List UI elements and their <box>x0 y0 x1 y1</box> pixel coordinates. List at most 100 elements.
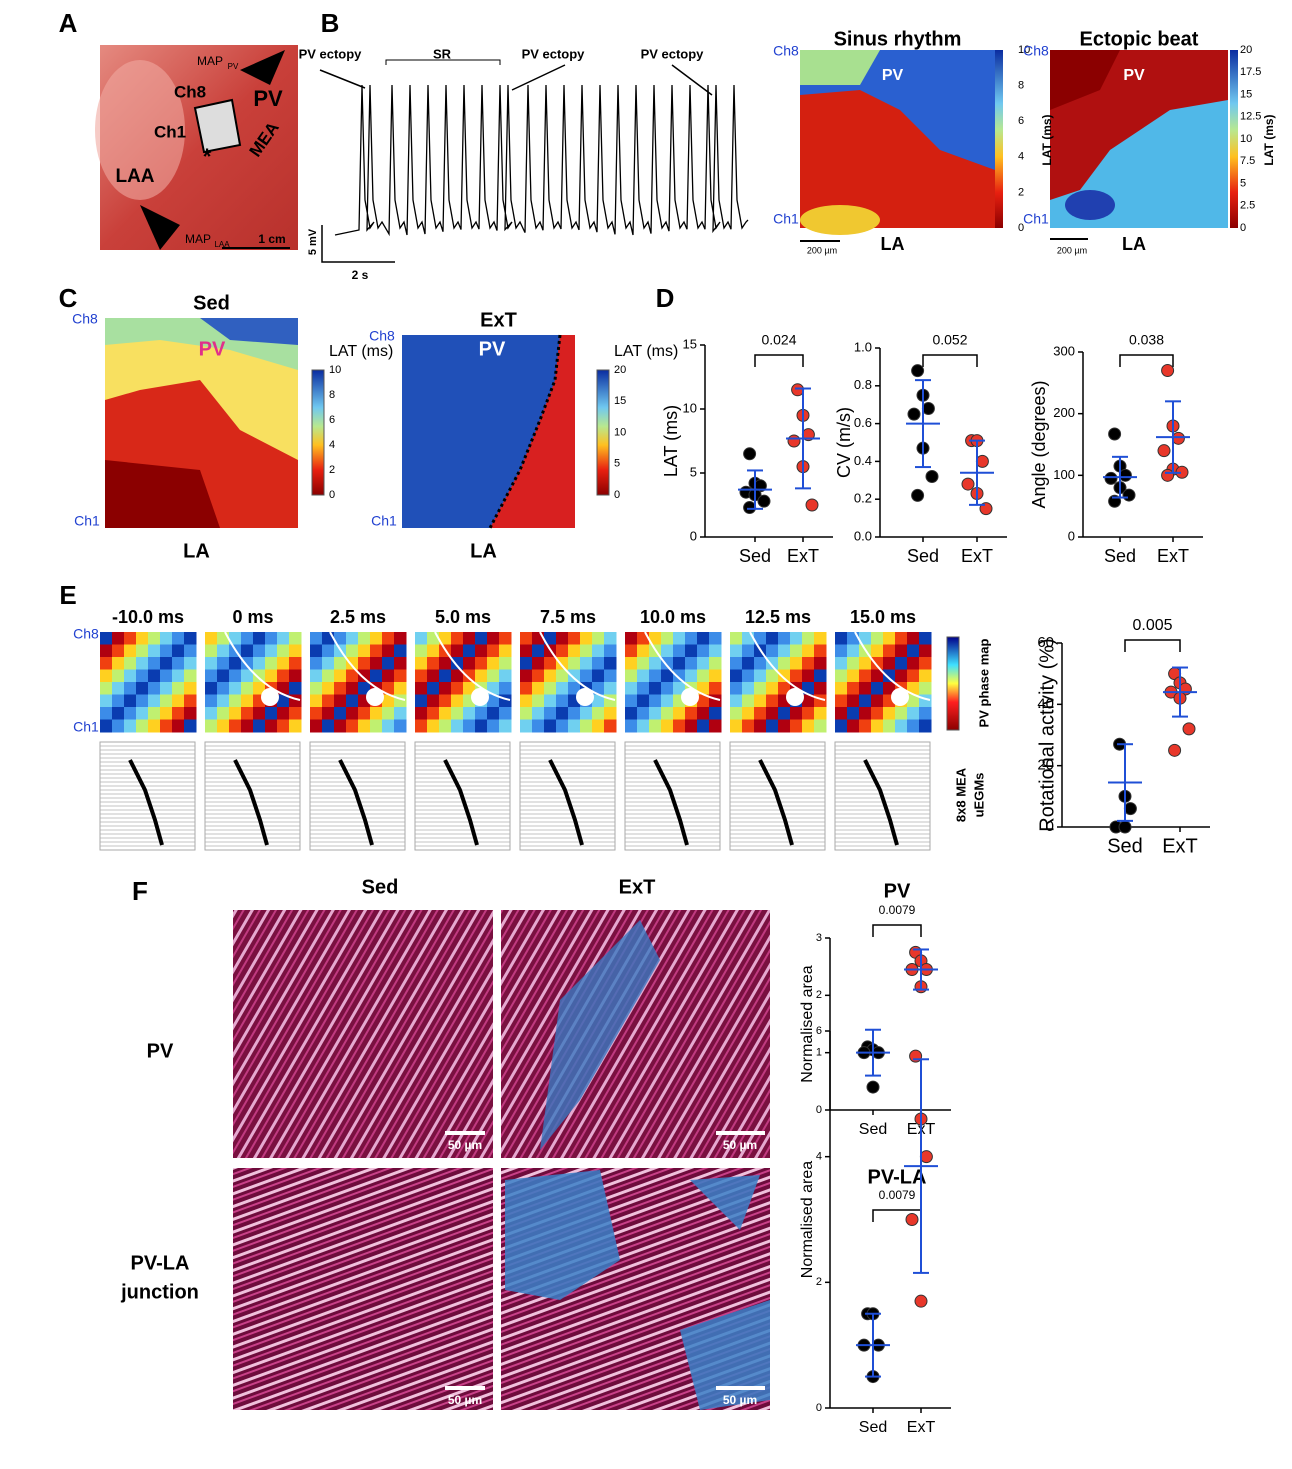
phase-cell <box>172 682 185 695</box>
phase-cell <box>871 669 884 683</box>
phase-cell <box>556 719 569 733</box>
phase-cell <box>334 657 347 670</box>
label: Ch8 <box>773 43 799 59</box>
phase-cell <box>604 644 617 658</box>
phase-cell <box>289 632 302 645</box>
label: 20 <box>614 364 626 376</box>
phase-cell <box>289 682 302 695</box>
phase-cell <box>217 657 230 670</box>
phase-cell <box>475 644 488 658</box>
phase-line <box>224 631 301 701</box>
label: 2.5 <box>1240 200 1255 212</box>
phase-cell <box>241 707 254 720</box>
phase-cell <box>835 707 848 720</box>
label: 0 <box>1018 222 1024 234</box>
x-tick-label: ExT <box>961 546 993 566</box>
label: PV-LA <box>131 1252 190 1274</box>
phase-cell <box>382 632 395 645</box>
phase-cell <box>709 707 722 720</box>
phase-cell <box>649 719 662 733</box>
phase-cell <box>556 707 569 720</box>
phase-cell <box>100 682 113 695</box>
phase-cell <box>205 694 218 708</box>
phase-cell <box>439 669 452 683</box>
phase-cell <box>568 657 581 670</box>
phase-cell <box>649 694 662 708</box>
chart-title: PV <box>884 880 911 902</box>
phase-cell <box>556 632 569 645</box>
label: PV <box>199 338 226 360</box>
phase-cell <box>661 719 674 733</box>
phase-cell <box>172 719 185 733</box>
phase-cell <box>637 694 650 708</box>
label: PV <box>882 67 904 84</box>
phase-cell <box>370 719 383 733</box>
phase-cell <box>754 707 767 720</box>
phase-cell <box>673 632 686 645</box>
phase-cell <box>847 682 860 695</box>
phase-cell <box>673 682 686 695</box>
phase-cell <box>253 719 266 733</box>
phase-cell <box>346 632 359 645</box>
phase-cell <box>778 657 791 670</box>
phase-cell <box>451 669 464 683</box>
phase-cell <box>310 632 323 645</box>
egm-wave <box>443 759 479 846</box>
data-point <box>919 1150 933 1164</box>
phase-cell <box>742 719 755 733</box>
phase-cell <box>289 644 302 658</box>
phase-cell <box>835 682 848 695</box>
phase-cell <box>124 694 137 708</box>
phase-cell <box>463 632 476 645</box>
phase-cell <box>415 694 428 708</box>
phase-cell <box>148 632 161 645</box>
phase-cell <box>604 669 617 683</box>
phase-cell <box>532 682 545 695</box>
phase-cell <box>697 644 710 658</box>
phase-cell <box>148 644 161 658</box>
phase-cell <box>847 719 860 733</box>
phase-cell <box>742 657 755 670</box>
y-tick-label: 0 <box>1046 818 1054 835</box>
phase-cell <box>568 669 581 683</box>
phase-cell <box>148 682 161 695</box>
phase-cell <box>919 719 932 733</box>
phase-cell <box>907 644 920 658</box>
phase-cell <box>637 657 650 670</box>
p-value: 0.052 <box>932 332 967 348</box>
phase-cell <box>532 719 545 733</box>
data-point <box>909 1049 923 1063</box>
phase-cell <box>100 694 113 708</box>
phase-cell <box>100 719 113 733</box>
phase-cell <box>289 719 302 733</box>
phase-cell <box>859 682 872 695</box>
phase-cell <box>697 669 710 683</box>
phase-cell <box>568 719 581 733</box>
phase-cell <box>394 707 407 720</box>
phase-cell <box>463 644 476 658</box>
phase-cell <box>697 707 710 720</box>
phase-cell <box>112 682 125 695</box>
phase-cell <box>895 632 908 645</box>
phase-cell <box>148 719 161 733</box>
phase-cell <box>802 644 815 658</box>
phase-cell <box>685 719 698 733</box>
data-point <box>1168 743 1182 757</box>
phase-cell <box>322 657 335 670</box>
phase-cell <box>394 657 407 670</box>
phase-cell <box>346 707 359 720</box>
phase-cell <box>556 657 569 670</box>
phase-cell <box>136 719 149 733</box>
significance-bracket <box>1124 639 1181 652</box>
phase-cell <box>580 707 593 720</box>
phase-cell <box>556 694 569 708</box>
phase-cell <box>475 707 488 720</box>
x-tick-label: ExT <box>787 546 819 566</box>
phase-cell <box>487 707 500 720</box>
phase-cell <box>790 719 803 733</box>
data-point <box>914 1294 928 1308</box>
phase-cell <box>310 657 323 670</box>
x-tick-label: Sed <box>859 1419 887 1436</box>
phase-cell <box>802 719 815 733</box>
phase-cell <box>310 694 323 708</box>
